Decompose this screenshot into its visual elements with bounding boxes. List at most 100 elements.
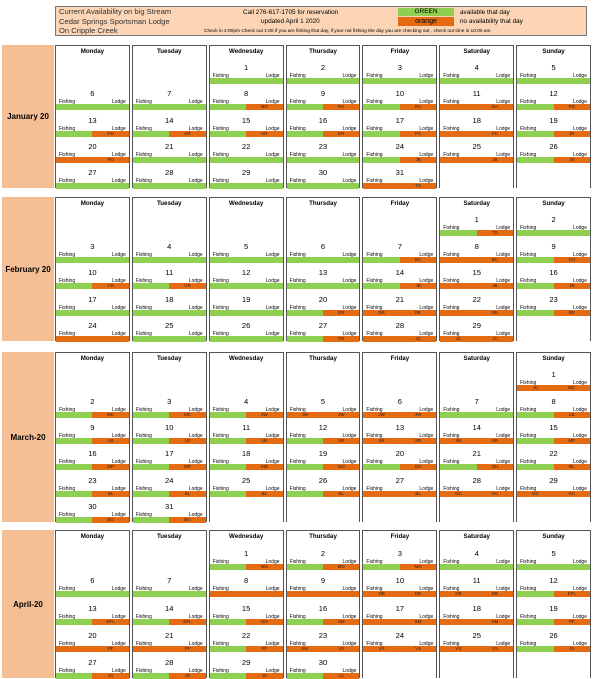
- day-cell[interactable]: 11 Fishing Lodge LB: [209, 424, 283, 444]
- day-cell[interactable]: 13 Fishing Lodge: [286, 269, 360, 290]
- day-cell[interactable]: 16 Fishing Lodge KR: [286, 116, 360, 137]
- day-cell[interactable]: 17 Fishing Lodge MP: [132, 450, 206, 471]
- day-cell[interactable]: 12 Fishing Lodge EFL: [517, 577, 590, 598]
- day-cell[interactable]: 28 Fishing Lodge: [132, 169, 206, 189]
- day-cell[interactable]: 1 Fishing Lodge: [209, 64, 283, 85]
- day-cell[interactable]: 24 Fishing Lodge VS VS: [363, 631, 437, 652]
- day-cell[interactable]: 26 Fishing Lodge JB: [517, 142, 590, 163]
- day-cell[interactable]: 29 Fishing Lodge GC GC: [517, 476, 590, 497]
- day-cell[interactable]: 8 Fishing Lodge MG: [209, 90, 283, 111]
- day-cell[interactable]: 15 Fishing Lodge JB: [440, 269, 514, 290]
- day-cell[interactable]: 30 Fishing Lodge BG: [56, 503, 129, 523]
- day-cell[interactable]: 18 Fishing Lodge: [132, 295, 206, 316]
- day-cell[interactable]: 22 Fishing Lodge BL: [517, 450, 590, 471]
- day-cell[interactable]: 24 Fishing Lodge BL: [132, 476, 206, 497]
- day-cell[interactable]: 23 Fishing Lodge RE: [517, 295, 590, 316]
- day-cell[interactable]: 25 Fishing Lodge JB: [440, 142, 514, 163]
- day-cell[interactable]: 22 Fishing Lodge RK: [440, 295, 514, 316]
- day-cell[interactable]: 8 Fishing Lodge BC: [440, 242, 514, 263]
- day-cell[interactable]: 11 Fishing Lodge RA: [440, 90, 514, 111]
- day-cell[interactable]: 7 Fishing Lodge BC: [363, 242, 437, 263]
- day-cell[interactable]: 25 Fishing Lodge BL: [209, 476, 283, 497]
- day-cell[interactable]: 2 Fishing Lodge MC: [56, 397, 129, 418]
- day-cell[interactable]: 15 Fishing Lodge MP: [517, 424, 590, 444]
- day-cell[interactable]: 29 Fishing Lodge JS: [209, 659, 283, 679]
- day-cell[interactable]: 25 Fishing Lodge: [132, 322, 206, 342]
- day-cell[interactable]: 10 Fishing Lodge CR: [56, 269, 129, 290]
- day-cell[interactable]: 26 Fishing Lodge JS: [517, 631, 590, 652]
- day-cell[interactable]: 5 Fishing Lodge JW JW: [286, 397, 360, 418]
- day-cell[interactable]: 8 Fishing Lodge LB: [517, 397, 590, 418]
- day-cell[interactable]: 21 Fishing Lodge: [132, 142, 206, 163]
- day-cell[interactable]: 20 Fishing Lodge PD: [56, 142, 129, 163]
- day-cell[interactable]: 10 Fishing Lodge LB: [132, 424, 206, 444]
- day-cell[interactable]: 3 Fishing Lodge: [56, 242, 129, 263]
- day-cell[interactable]: 9 Fishing Lodge RA: [286, 90, 360, 111]
- day-cell[interactable]: 8 Fishing Lodge: [209, 577, 283, 598]
- day-cell[interactable]: 27 Fishing Lodge: [56, 169, 129, 189]
- day-cell[interactable]: 28 Fishing Lodge GC GC: [440, 476, 514, 497]
- day-cell[interactable]: 6 Fishing Lodge: [286, 242, 360, 263]
- day-cell[interactable]: 17 Fishing Lodge: [56, 295, 129, 316]
- day-cell[interactable]: 10 Fishing Lodge RA: [363, 90, 437, 111]
- day-cell[interactable]: 16 Fishing Lodge JB: [517, 269, 590, 290]
- day-cell[interactable]: 30 Fishing Lodge: [286, 169, 360, 189]
- day-cell[interactable]: 23 Fishing Lodge SM VS: [286, 631, 360, 652]
- day-cell[interactable]: 6 Fishing Lodge JW JW: [363, 397, 437, 418]
- day-cell[interactable]: 5 Fishing Lodge: [517, 550, 590, 571]
- day-cell[interactable]: 4 Fishing Lodge: [132, 242, 206, 263]
- day-cell[interactable]: 14 Fishing Lodge KR: [132, 116, 206, 137]
- day-cell[interactable]: 5 Fishing Lodge: [517, 64, 590, 85]
- day-cell[interactable]: 20 Fishing Lodge DR: [286, 295, 360, 316]
- day-cell[interactable]: 28 Fishing Lodge JC: [363, 322, 437, 342]
- day-cell[interactable]: 12 Fishing Lodge PD: [517, 90, 590, 111]
- day-cell[interactable]: 7 Fishing Lodge: [132, 90, 206, 111]
- day-cell[interactable]: 19 Fishing Lodge PF: [517, 604, 590, 625]
- day-cell[interactable]: 6 Fishing Lodge: [56, 577, 129, 598]
- day-cell[interactable]: 27 Fishing Lodge FB: [286, 322, 360, 342]
- day-cell[interactable]: 25 Fishing Lodge VS VS: [440, 631, 514, 652]
- day-cell[interactable]: 17 Fishing Lodge SM: [363, 604, 437, 625]
- day-cell[interactable]: 23 Fishing Lodge: [286, 142, 360, 163]
- day-cell[interactable]: 12 Fishing Lodge: [209, 269, 283, 290]
- day-cell[interactable]: 26 Fishing Lodge BL: [286, 476, 360, 497]
- day-cell[interactable]: 1 Fishing Lodge JC MC: [517, 371, 590, 392]
- day-cell[interactable]: 14 Fishing Lodge SR SR: [440, 424, 514, 444]
- day-cell[interactable]: 22 Fishing Lodge PF: [209, 631, 283, 652]
- day-cell[interactable]: 1 Fishing Lodge TG: [440, 216, 514, 237]
- day-cell[interactable]: 11 Fishing Lodge CR: [132, 269, 206, 290]
- day-cell[interactable]: 7 Fishing Lodge: [132, 577, 206, 598]
- day-cell[interactable]: 6 Fishing Lodge: [56, 90, 129, 111]
- day-cell[interactable]: 19 Fishing Lodge: [209, 295, 283, 316]
- day-cell[interactable]: 15 Fishing Lodge DH: [209, 604, 283, 625]
- day-cell[interactable]: 9 Fishing Lodge: [286, 577, 360, 598]
- day-cell[interactable]: 18 Fishing Lodge SM: [440, 604, 514, 625]
- day-cell[interactable]: 21 Fishing Lodge GH: [440, 450, 514, 471]
- day-cell[interactable]: 10 Fishing Lodge DB DB: [363, 577, 437, 598]
- day-cell[interactable]: 27 Fishing Lodge BL: [363, 476, 437, 497]
- day-cell[interactable]: 27 Fishing Lodge JS: [56, 659, 129, 679]
- day-cell[interactable]: 20 Fishing Lodge PF: [56, 631, 129, 652]
- day-cell[interactable]: 13 Fishing Lodge EFL: [56, 604, 129, 625]
- day-cell[interactable]: 3 Fishing Lodge MC: [132, 397, 206, 418]
- day-cell[interactable]: 21 Fishing Lodge DR RK: [363, 295, 437, 316]
- day-cell[interactable]: 4 Fishing Lodge: [440, 550, 514, 571]
- day-cell[interactable]: 18 Fishing Lodge MB: [209, 450, 283, 471]
- day-cell[interactable]: 13 Fishing Lodge PD: [56, 116, 129, 137]
- day-cell[interactable]: 21 Fishing Lodge PF: [132, 631, 206, 652]
- day-cell[interactable]: 11 Fishing Lodge DB DB: [440, 577, 514, 598]
- day-cell[interactable]: 14 Fishing Lodge EFL: [132, 604, 206, 625]
- day-cell[interactable]: 3 Fishing Lodge MG: [363, 550, 437, 571]
- day-cell[interactable]: 13 Fishing Lodge SR SR: [363, 424, 437, 444]
- day-cell[interactable]: 7 Fishing Lodge: [440, 397, 514, 418]
- day-cell[interactable]: 15 Fishing Lodge KR: [209, 116, 283, 137]
- day-cell[interactable]: 1 Fishing Lodge MG: [209, 550, 283, 571]
- day-cell[interactable]: 2 Fishing Lodge: [286, 64, 360, 85]
- day-cell[interactable]: 31 Fishing Lodge TG: [363, 169, 437, 189]
- day-cell[interactable]: 26 Fishing Lodge: [209, 322, 283, 342]
- day-cell[interactable]: 29 Fishing Lodge: [209, 169, 283, 189]
- day-cell[interactable]: 24 Fishing Lodge JB: [363, 142, 437, 163]
- day-cell[interactable]: 14 Fishing Lodge JB: [363, 269, 437, 290]
- day-cell[interactable]: 18 Fishing Lodge PC: [440, 116, 514, 137]
- day-cell[interactable]: 24 Fishing Lodge: [56, 322, 129, 342]
